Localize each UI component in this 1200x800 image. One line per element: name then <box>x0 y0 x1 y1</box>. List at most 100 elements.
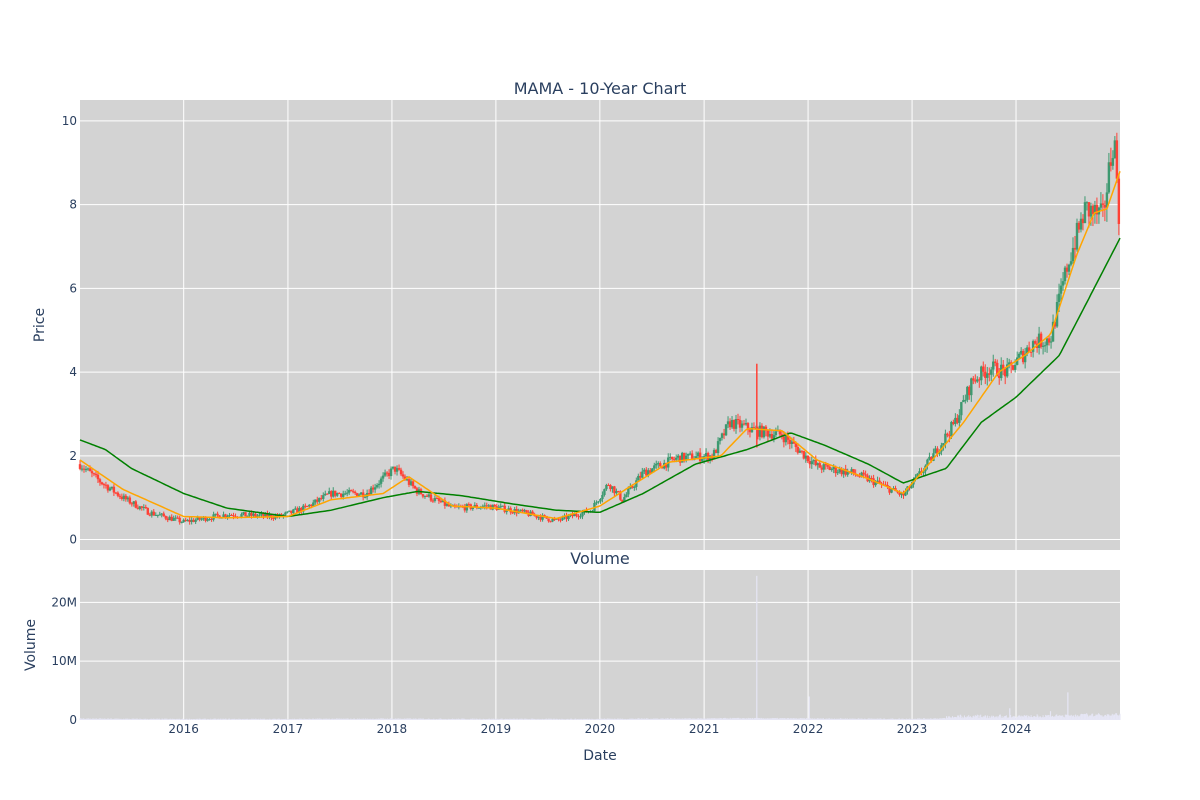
candle-body <box>318 497 321 502</box>
candle-body <box>88 468 92 472</box>
candle-body <box>549 521 552 523</box>
candle-body <box>463 506 467 511</box>
candle-body <box>1043 345 1047 347</box>
candle-body <box>222 514 225 518</box>
candle-body <box>832 466 835 470</box>
candle-body <box>627 488 630 495</box>
candle-body <box>633 486 636 488</box>
candle-body <box>595 502 598 504</box>
candle-body <box>178 517 181 523</box>
candle-body <box>224 514 227 517</box>
candle-body <box>573 514 576 517</box>
candle-body <box>1077 222 1081 230</box>
candle-body <box>655 463 658 466</box>
candle-body <box>523 510 526 512</box>
candle-body <box>828 466 831 471</box>
candle-body <box>750 427 754 433</box>
candle-body <box>970 378 973 396</box>
candle-body <box>292 509 295 514</box>
candle-body <box>561 516 564 520</box>
candle-body <box>1059 285 1063 294</box>
candle-body <box>657 463 660 465</box>
candle-body <box>449 505 453 507</box>
candle-body <box>100 482 104 485</box>
candle-body <box>898 492 901 495</box>
candle-body <box>429 494 433 501</box>
candle-body <box>962 400 965 403</box>
candle-body <box>988 373 991 375</box>
candle-body <box>904 491 907 496</box>
candle-body <box>597 501 600 503</box>
candle-body <box>1023 353 1027 363</box>
candle-body <box>744 422 748 425</box>
candle-body <box>876 480 879 482</box>
candle-body <box>104 484 108 486</box>
candle-body <box>332 490 335 497</box>
candle-body <box>651 468 654 473</box>
candle-body <box>641 471 644 478</box>
candle-body <box>90 471 94 474</box>
candle-body <box>1091 205 1095 214</box>
candle-body <box>166 518 169 521</box>
candle-body <box>342 493 345 497</box>
candle-body <box>421 494 425 497</box>
candle-body <box>730 420 734 428</box>
candle-body <box>184 519 187 521</box>
x-tick-label: 2022 <box>793 722 824 736</box>
candle-body <box>244 512 247 517</box>
candle-body <box>150 511 153 516</box>
candle-body <box>138 506 142 509</box>
candle-body <box>182 519 185 522</box>
candle-body <box>1033 341 1037 344</box>
candle-body <box>928 456 931 460</box>
candle-body <box>375 485 379 488</box>
candle-body <box>1111 158 1115 166</box>
candle-body <box>363 496 367 498</box>
candle-body <box>369 487 373 495</box>
candle-body <box>822 464 825 470</box>
candle-body <box>930 456 933 461</box>
candle-body <box>964 399 967 401</box>
candle-body <box>766 430 770 437</box>
volume-axis-title: Volume <box>23 619 39 671</box>
candle-body <box>367 492 371 495</box>
candle-body <box>581 512 584 517</box>
candle-body <box>748 429 752 433</box>
candle-body <box>379 478 383 484</box>
candle-body <box>286 511 289 513</box>
candle-body <box>922 471 925 474</box>
candle-body <box>330 491 333 497</box>
candle-body <box>300 507 303 512</box>
candle-body <box>136 507 140 509</box>
candle-body <box>304 505 307 507</box>
candle-body <box>507 508 510 511</box>
candle-body <box>1000 364 1003 379</box>
candle-body <box>838 468 841 473</box>
candle-body <box>996 362 999 376</box>
candle-body <box>128 497 132 504</box>
candle-body <box>210 518 213 520</box>
candle-body <box>840 468 843 475</box>
candle-body <box>298 507 301 513</box>
candle-body <box>966 386 969 400</box>
candle-body <box>976 379 979 382</box>
candle-body <box>1011 365 1015 370</box>
candle-body <box>144 507 148 509</box>
candle-body <box>180 521 183 523</box>
candle-body <box>106 485 110 491</box>
candle-body <box>164 516 167 519</box>
candle-body <box>206 519 209 521</box>
candle-body <box>1037 333 1041 348</box>
candle-body <box>700 458 704 462</box>
candle-body <box>172 518 175 521</box>
candle-body <box>1083 202 1087 224</box>
candle-body <box>1017 353 1021 358</box>
candle-body <box>94 473 98 475</box>
candle-body <box>1002 364 1005 369</box>
candle-body <box>950 422 953 437</box>
candle-body <box>397 468 401 470</box>
candle-body <box>499 506 502 508</box>
candle-body <box>174 517 177 519</box>
candle-body <box>371 487 375 490</box>
candle-body <box>511 512 514 514</box>
